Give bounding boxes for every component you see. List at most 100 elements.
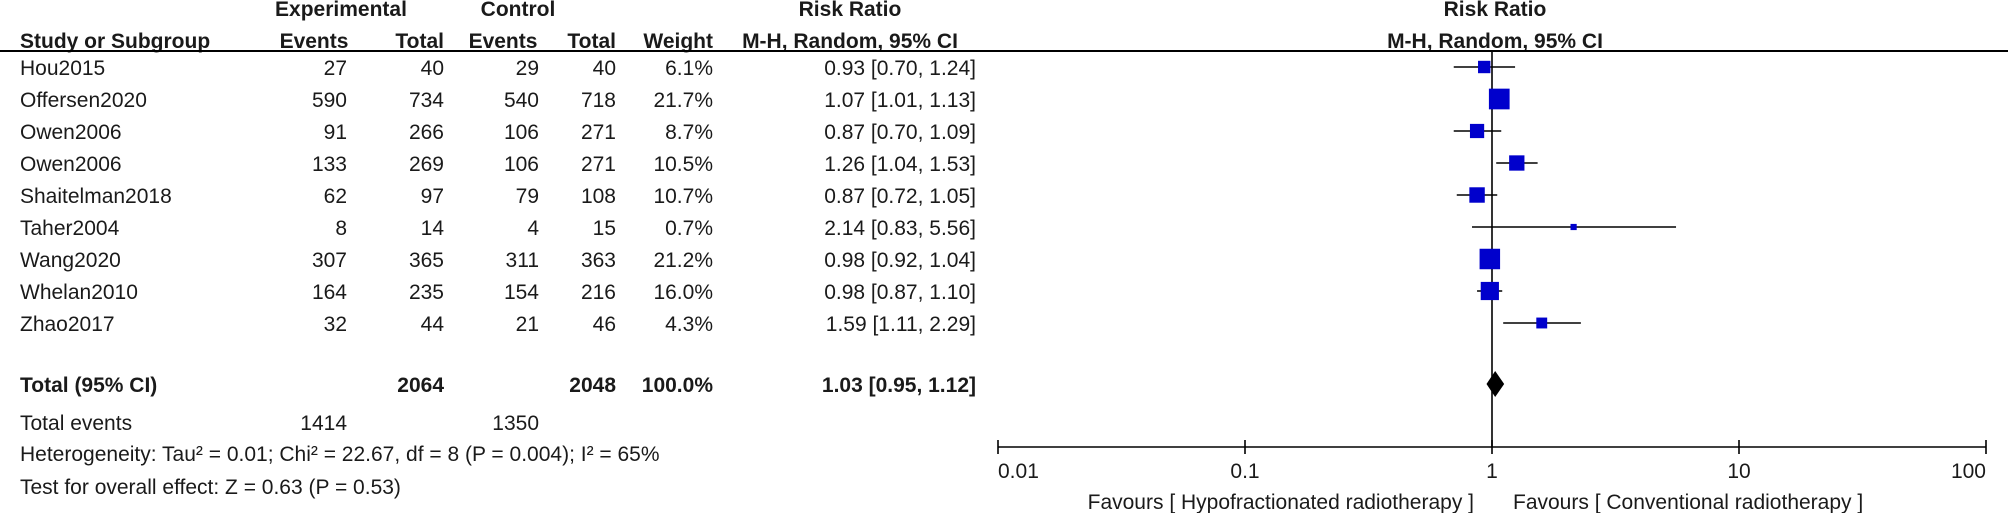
exp-total: 269 bbox=[409, 153, 444, 176]
plot-method-header: M-H, Random, 95% CI bbox=[1387, 30, 1603, 53]
experimental-group-header: Experimental bbox=[275, 0, 407, 21]
ctl-total: 40 bbox=[593, 57, 616, 80]
study-weight: 21.7% bbox=[653, 89, 713, 112]
ctl-events: 21 bbox=[516, 313, 539, 336]
study-row: Wang2020 307 365 311 363 21.2% 0.98 [0.92, 1.0… bbox=[20, 249, 976, 272]
ctl-total: 271 bbox=[581, 153, 616, 176]
risk-ratio-plot-title: Risk Ratio bbox=[1444, 0, 1547, 21]
exp-events: 590 bbox=[312, 89, 347, 112]
x-tick-label: 1 bbox=[1486, 460, 1498, 483]
control-group-header: Control bbox=[481, 0, 556, 21]
ctl-events: 154 bbox=[504, 281, 539, 304]
study-name: Owen2006 bbox=[20, 121, 122, 144]
exp-events: 91 bbox=[324, 121, 347, 144]
study-row: Offersen2020 590 734 540 718 21.7% 1.07 [1.01,… bbox=[20, 89, 976, 112]
x-tick-label: 0.01 bbox=[998, 460, 1039, 483]
x-tick-label: 10 bbox=[1727, 460, 1750, 483]
ctl-events: 4 bbox=[527, 217, 539, 240]
study-ci-text: 1.59 [1.11, 2.29] bbox=[826, 313, 976, 336]
study-ci-text: 0.98 [0.92, 1.04] bbox=[824, 249, 976, 272]
ctl-total: 46 bbox=[593, 313, 616, 336]
ctl-events: 540 bbox=[504, 89, 539, 112]
study-ci-text: 0.98 [0.87, 1.10] bbox=[824, 281, 976, 304]
study-ci-text: 0.93 [0.70, 1.24] bbox=[824, 57, 976, 80]
study-name: Whelan2010 bbox=[20, 281, 138, 304]
study-row: Zhao2017 32 44 21 46 4.3% 1.59 [1.11, 2.29] bbox=[20, 313, 976, 336]
weight-header: Weight bbox=[643, 30, 713, 53]
study-name: Taher2004 bbox=[20, 217, 120, 240]
study-row: Taher2004 8 14 4 15 0.7% 2.14 [0.83, 5.56] bbox=[20, 217, 976, 240]
x-tick-label: 0.1 bbox=[1230, 460, 1259, 483]
total-weight: 100.0% bbox=[642, 374, 714, 397]
exp-events: 307 bbox=[312, 249, 347, 272]
study-rows: Hou2015 27 40 29 40 6.1% 0.93 [0.70, 1.24] Offe… bbox=[20, 57, 976, 336]
x-axis-ticks: 0.01 0.1 1 10 100 bbox=[997, 440, 1987, 483]
study-ci-text: 0.87 [0.70, 1.09] bbox=[824, 121, 976, 144]
study-markers bbox=[1453, 60, 1677, 329]
study-ci-text: 1.26 [1.04, 1.53] bbox=[824, 153, 976, 176]
ctl-total: 216 bbox=[581, 281, 616, 304]
exp-events: 27 bbox=[324, 57, 347, 80]
point-estimate-square bbox=[1479, 248, 1501, 270]
exp-total: 365 bbox=[409, 249, 444, 272]
ctl-total: 108 bbox=[581, 185, 616, 208]
study-name: Hou2015 bbox=[20, 57, 105, 80]
ctl-total-header: Total bbox=[567, 30, 616, 53]
study-weight: 10.7% bbox=[653, 185, 713, 208]
study-weight: 21.2% bbox=[653, 249, 713, 272]
exp-total: 734 bbox=[409, 89, 444, 112]
study-weight: 16.0% bbox=[653, 281, 713, 304]
ctl-total: 718 bbox=[581, 89, 616, 112]
point-estimate-square bbox=[1570, 223, 1577, 231]
ctl-events: 29 bbox=[516, 57, 539, 80]
study-row: Whelan2010 164 235 154 216 16.0% 0.98 [0.87, 1… bbox=[20, 281, 976, 304]
rr-method-header: M-H, Random, 95% CI bbox=[742, 30, 958, 53]
exp-events-header: Events bbox=[280, 30, 349, 53]
point-estimate-square bbox=[1509, 155, 1525, 171]
study-weight: 0.7% bbox=[665, 217, 713, 240]
overall-effect-text: Test for overall effect: Z = 0.63 (P = 0… bbox=[20, 476, 401, 499]
point-estimate-square bbox=[1478, 60, 1491, 74]
point-estimate-square bbox=[1469, 187, 1485, 203]
ctl-total: 15 bbox=[593, 217, 616, 240]
study-row: Hou2015 27 40 29 40 6.1% 0.93 [0.70, 1.24] bbox=[20, 57, 976, 80]
study-weight: 4.3% bbox=[665, 313, 713, 336]
study-row: Owen2006 91 266 106 271 8.7% 0.87 [0.70, 1.09] bbox=[20, 121, 976, 144]
forest-plot: 0.01 0.1 1 10 100 Favours [ Hypofractionated… bbox=[997, 52, 1987, 513]
exp-total: 266 bbox=[409, 121, 444, 144]
x-tick-label: 100 bbox=[1951, 460, 1986, 483]
heterogeneity-text: Heterogeneity: Tau² = 0.01; Chi² = 22.67… bbox=[20, 443, 660, 466]
ctl-events: 106 bbox=[504, 121, 539, 144]
total-events-row: Total events 1414 1350 bbox=[20, 412, 539, 435]
ctl-events: 311 bbox=[506, 249, 539, 272]
total-ci-text: 1.03 [0.95, 1.12] bbox=[822, 374, 976, 397]
study-column-header: Study or Subgroup bbox=[20, 30, 210, 53]
favours-left-label: Favours [ Hypofractionated radiotherapy … bbox=[1088, 491, 1474, 513]
ctl-events-header: Events bbox=[469, 30, 538, 53]
exp-total: 235 bbox=[409, 281, 444, 304]
total-exp-total: 2064 bbox=[397, 374, 444, 397]
study-row: Owen2006 133 269 106 271 10.5% 1.26 [1.04, 1.5… bbox=[20, 153, 976, 176]
study-row: Shaitelman2018 62 97 79 108 10.7% 0.87 [0.72, … bbox=[20, 185, 976, 208]
study-ci-text: 0.87 [0.72, 1.05] bbox=[824, 185, 976, 208]
total-label: Total (95% CI) bbox=[20, 374, 157, 397]
total-ctl-total: 2048 bbox=[569, 374, 616, 397]
study-name: Shaitelman2018 bbox=[20, 185, 172, 208]
pooled-estimate-diamond bbox=[1486, 371, 1505, 397]
point-estimate-square bbox=[1480, 281, 1499, 301]
exp-events: 164 bbox=[312, 281, 347, 304]
study-ci-text: 2.14 [0.83, 5.56] bbox=[824, 217, 976, 240]
exp-events: 8 bbox=[335, 217, 347, 240]
study-name: Zhao2017 bbox=[20, 313, 115, 336]
study-weight: 10.5% bbox=[653, 153, 713, 176]
exp-total: 14 bbox=[421, 217, 445, 240]
point-estimate-square bbox=[1469, 123, 1485, 139]
study-name: Owen2006 bbox=[20, 153, 122, 176]
exp-events: 32 bbox=[324, 313, 347, 336]
study-ci-text: 1.07 [1.01, 1.13] bbox=[824, 89, 976, 112]
point-estimate-square bbox=[1536, 317, 1548, 329]
exp-events: 133 bbox=[312, 153, 347, 176]
total-events-label: Total events bbox=[20, 412, 132, 435]
exp-events: 62 bbox=[324, 185, 347, 208]
